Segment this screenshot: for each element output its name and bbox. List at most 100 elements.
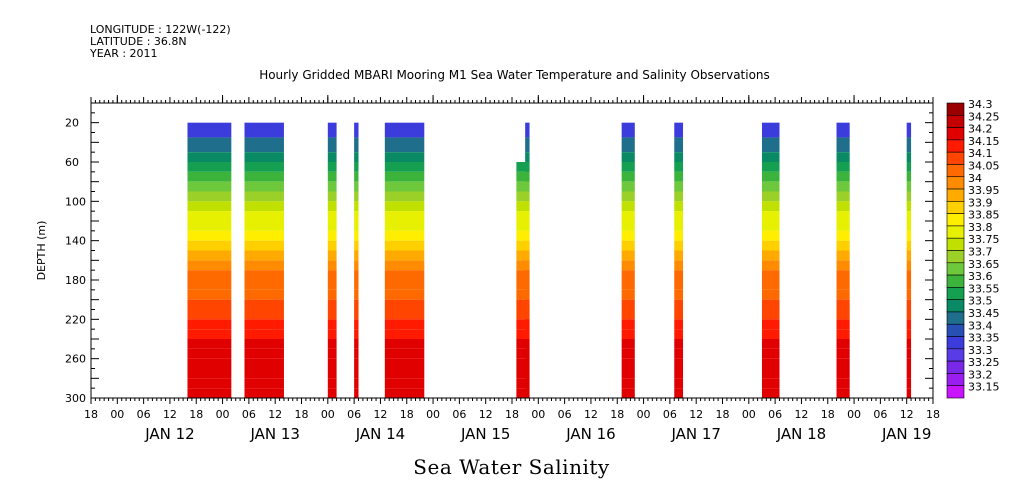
salinity-cell (516, 191, 530, 202)
salinity-cell (906, 191, 912, 202)
salinity-cell (836, 181, 850, 192)
salinity-cell (327, 358, 337, 369)
salinity-cell (516, 368, 530, 379)
salinity-cell (354, 329, 359, 339)
colorbar-label: 33.7 (968, 246, 993, 259)
salinity-cell (516, 270, 530, 280)
salinity-cell (516, 162, 530, 172)
salinity-cell (525, 289, 530, 300)
salinity-cell (516, 260, 530, 271)
salinity-cell (354, 378, 359, 389)
salinity-cell (906, 181, 912, 192)
salinity-cell (244, 221, 284, 231)
salinity-cell (327, 378, 337, 389)
salinity-cell (836, 260, 850, 271)
salinity-cell (525, 280, 530, 290)
salinity-cell (244, 152, 284, 162)
salinity-cell (621, 329, 635, 339)
chart-title: Hourly Gridded MBARI Mooring M1 Sea Wate… (259, 68, 770, 82)
x-tick-label: 00 (321, 408, 335, 421)
salinity-cell (354, 201, 359, 212)
colorbar-swatch (946, 201, 965, 214)
salinity-cell (187, 348, 232, 359)
colorbar-swatch (946, 151, 965, 165)
x-tick-label: 18 (84, 408, 98, 421)
salinity-cell (621, 280, 635, 290)
salinity-cell (836, 339, 850, 349)
salinity-cell (621, 171, 635, 182)
salinity-cell (836, 388, 850, 398)
salinity-cell (836, 319, 850, 330)
salinity-cell (187, 280, 232, 290)
salinity-cell (906, 280, 912, 290)
colorbar-swatch (946, 114, 965, 128)
x-tick-label: 18 (400, 408, 414, 421)
x-tick-label: 18 (295, 408, 309, 421)
salinity-cell (525, 299, 530, 310)
salinity-cell (761, 162, 780, 172)
salinity-cell (621, 358, 635, 369)
salinity-cell (525, 329, 530, 339)
colorbar-swatch (946, 164, 965, 178)
salinity-cell (327, 299, 337, 310)
salinity-cell (836, 162, 850, 172)
salinity-cell (384, 329, 425, 339)
salinity-cell (761, 260, 780, 271)
colorbar-swatch (946, 176, 965, 190)
salinity-cell (244, 368, 284, 379)
salinity-cell (761, 348, 780, 359)
salinity-cell (327, 388, 337, 398)
salinity-cell (384, 270, 425, 280)
salinity-cell (836, 280, 850, 290)
salinity-cell (516, 250, 530, 261)
x-tick-label: 12 (584, 408, 598, 421)
x-tick-label: 00 (531, 408, 545, 421)
salinity-cell (354, 368, 359, 379)
salinity-cell (674, 181, 684, 192)
salinity-cell (244, 358, 284, 369)
salinity-cell (187, 122, 232, 138)
salinity-cell (354, 230, 359, 241)
salinity-cell (761, 339, 780, 349)
salinity-cell (906, 319, 912, 330)
salinity-cell (525, 162, 530, 172)
salinity-cell (384, 162, 425, 172)
salinity-cell (516, 309, 530, 320)
salinity-cell (761, 137, 780, 153)
salinity-cell (674, 368, 684, 379)
x-day-label: JAN 17 (670, 425, 721, 443)
salinity-cell (525, 201, 530, 212)
salinity-cell (244, 122, 284, 138)
salinity-cell (187, 289, 232, 300)
salinity-cell (384, 181, 425, 192)
salinity-cell (354, 339, 359, 349)
salinity-cell (906, 289, 912, 300)
salinity-cell (187, 270, 232, 280)
colorbar-swatch (946, 360, 965, 374)
salinity-cell (836, 329, 850, 339)
salinity-cell (621, 378, 635, 389)
salinity-cell (674, 388, 684, 398)
salinity-cell (327, 339, 337, 349)
salinity-cell (525, 378, 530, 389)
salinity-cell (674, 270, 684, 280)
salinity-cell (384, 319, 425, 330)
x-tick-label: 12 (373, 408, 387, 421)
salinity-cell (354, 152, 359, 162)
colorbar-label: 33.9 (968, 196, 993, 209)
salinity-cell (674, 378, 684, 389)
salinity-cell (384, 299, 425, 310)
salinity-cell (354, 289, 359, 300)
salinity-cell (244, 191, 284, 202)
colorbar-label: 33.75 (968, 233, 1000, 246)
salinity-cell (836, 378, 850, 389)
salinity-cell (906, 211, 912, 221)
salinity-cell (384, 358, 425, 369)
salinity-cell (836, 348, 850, 359)
salinity-cell (621, 309, 635, 320)
salinity-cell (327, 171, 337, 182)
salinity-cell (244, 162, 284, 172)
salinity-cell (187, 339, 232, 349)
salinity-cell (525, 358, 530, 369)
salinity-cell (836, 368, 850, 379)
